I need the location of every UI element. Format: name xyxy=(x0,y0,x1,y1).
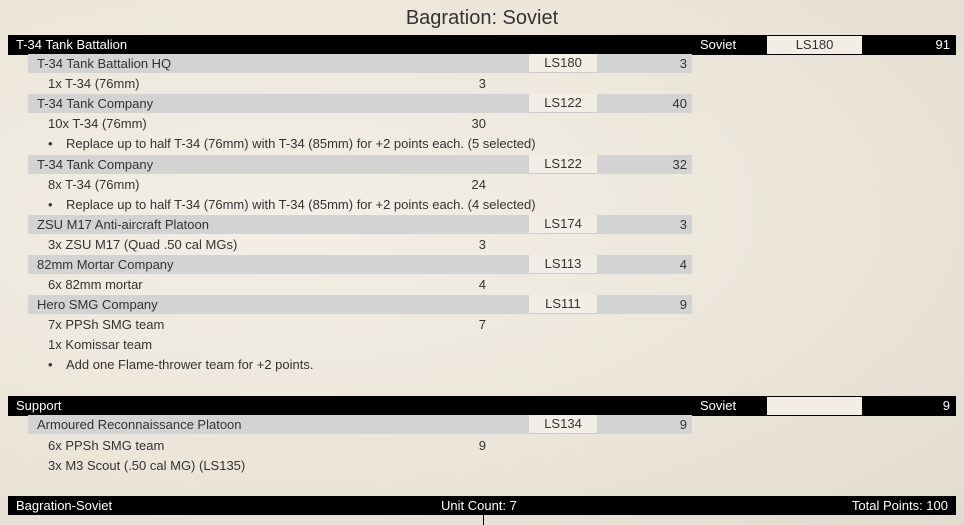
item-points: 30 xyxy=(471,116,486,131)
bullet-icon: • xyxy=(48,136,53,151)
unit-ls-code[interactable]: LS174 xyxy=(529,215,597,234)
unit-item: 10x T-34 (76mm) 30 xyxy=(48,114,488,133)
item-name: 8x T-34 (76mm) xyxy=(48,177,140,192)
item-name: 6x 82mm mortar xyxy=(48,277,143,292)
unit-points: 9 xyxy=(679,417,687,432)
unit-item: 1x T-34 (76mm) 3 xyxy=(48,74,488,93)
item-name: 1x T-34 (76mm) xyxy=(48,76,140,91)
item-name: 3x ZSU M17 (Quad .50 cal MGs) xyxy=(48,237,238,252)
unit-ls-code[interactable]: LS111 xyxy=(529,295,597,314)
option-text: Replace up to half T-34 (76mm) with T-34… xyxy=(66,136,536,151)
unit-points: 32 xyxy=(672,157,687,172)
unit-ls-code[interactable]: LS180 xyxy=(529,54,597,73)
item-name: 1x Komissar team xyxy=(48,337,153,352)
unit-points: 3 xyxy=(679,217,687,232)
unit-row[interactable]: T-34 Tank Company LS122 40 xyxy=(28,94,692,113)
total-points: Total Points: 100 xyxy=(851,498,948,513)
unit-name: Hero SMG Company xyxy=(37,297,158,312)
section-name: Support xyxy=(16,398,62,413)
page-title: Bagration: Soviet xyxy=(405,7,559,29)
footer-bar: Bagration-Soviet Unit Count: 7 Total Poi… xyxy=(8,496,956,515)
unit-points: 3 xyxy=(679,56,687,71)
section-faction: Soviet xyxy=(700,398,737,413)
item-points: 3 xyxy=(478,76,486,91)
bullet-icon: • xyxy=(48,357,53,372)
unit-name: 82mm Mortar Company xyxy=(37,257,174,272)
section-points: 9 xyxy=(942,398,950,413)
unit-row[interactable]: Hero SMG Company LS111 9 xyxy=(28,295,692,314)
item-name: 10x T-34 (76mm) xyxy=(48,116,147,131)
section-name: T-34 Tank Battalion xyxy=(16,37,128,52)
unit-item: 8x T-34 (76mm) 24 xyxy=(48,175,488,194)
unit-item: 3x M3 Scout (.50 cal MG) (LS135) xyxy=(48,456,488,475)
unit-item: 3x ZSU M17 (Quad .50 cal MGs) 3 xyxy=(48,235,488,254)
unit-name: T-34 Tank Company xyxy=(37,96,154,111)
item-points: 24 xyxy=(471,177,486,192)
unit-item: 6x PPSh SMG team 9 xyxy=(48,436,488,455)
bullet-icon: • xyxy=(48,197,53,212)
item-points: 4 xyxy=(478,277,486,292)
item-points: 7 xyxy=(478,317,486,332)
divider xyxy=(483,515,484,525)
item-name: 6x PPSh SMG team xyxy=(48,438,165,453)
item-points: 3 xyxy=(478,237,486,252)
section-points: 91 xyxy=(935,37,950,52)
unit-points: 9 xyxy=(679,297,687,312)
item-points: 9 xyxy=(478,438,486,453)
unit-points: 4 xyxy=(679,257,687,272)
unit-name: ZSU M17 Anti-aircraft Platoon xyxy=(37,217,209,232)
unit-row[interactable]: Armoured Reconnaissance Platoon LS134 9 xyxy=(28,415,692,434)
unit-name: T-34 Tank Company xyxy=(37,157,154,172)
unit-name: T-34 Tank Battalion HQ xyxy=(37,56,172,71)
unit-row[interactable]: ZSU M17 Anti-aircraft Platoon LS174 3 xyxy=(28,215,692,234)
unit-item: 1x Komissar team xyxy=(48,335,488,354)
list-name: Bagration-Soviet xyxy=(16,498,113,513)
unit-points: 40 xyxy=(672,96,687,111)
section-header[interactable]: T-34 Tank Battalion Soviet LS180 91 xyxy=(8,35,956,55)
section-ls-code[interactable]: LS180 xyxy=(767,36,862,54)
unit-ls-code[interactable]: LS113 xyxy=(529,255,597,274)
unit-row[interactable]: T-34 Tank Battalion HQ LS180 3 xyxy=(28,54,692,73)
option-text: Add one Flame-thrower team for +2 points… xyxy=(66,357,314,372)
section-faction: Soviet xyxy=(700,37,737,52)
unit-ls-code[interactable]: LS122 xyxy=(529,94,597,113)
unit-count: Unit Count: 7 xyxy=(441,498,517,513)
section-ls-code[interactable] xyxy=(767,397,862,415)
unit-name: Armoured Reconnaissance Platoon xyxy=(37,417,242,432)
item-name: 7x PPSh SMG team xyxy=(48,317,165,332)
unit-item: 6x 82mm mortar 4 xyxy=(48,275,488,294)
unit-row[interactable]: 82mm Mortar Company LS113 4 xyxy=(28,255,692,274)
unit-item: 7x PPSh SMG team 7 xyxy=(48,315,488,334)
unit-ls-code[interactable]: LS134 xyxy=(529,415,597,434)
item-name: 3x M3 Scout (.50 cal MG) (LS135) xyxy=(48,458,246,473)
unit-row[interactable]: T-34 Tank Company LS122 32 xyxy=(28,155,692,174)
option-text: Replace up to half T-34 (76mm) with T-34… xyxy=(66,197,536,212)
unit-ls-code[interactable]: LS122 xyxy=(529,155,597,174)
section-header[interactable]: Support Soviet 9 xyxy=(8,396,956,416)
